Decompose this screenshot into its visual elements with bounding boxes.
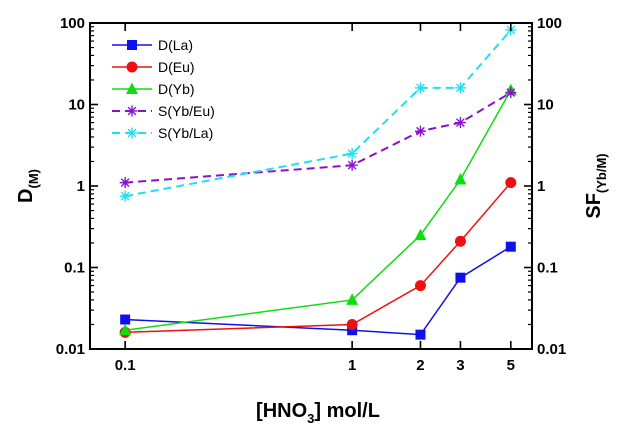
data-point — [414, 125, 426, 137]
data-point — [119, 177, 131, 189]
y-tick-label-right: 0.01 — [537, 341, 566, 358]
data-point — [505, 177, 517, 189]
data-point — [414, 228, 427, 241]
data-point — [347, 325, 358, 336]
data-point — [505, 241, 516, 252]
data-point — [505, 87, 517, 99]
legend-item: S(Yb/Eu) — [112, 103, 215, 119]
legend-label: S(Yb/La) — [158, 125, 213, 141]
y-tick-label-left: 0.01 — [56, 341, 85, 358]
legend-marker — [126, 127, 138, 139]
y-tick-label-left: 1 — [77, 178, 85, 195]
data-point — [120, 314, 131, 325]
series-line — [125, 182, 512, 334]
x-tick-label: 1 — [348, 357, 356, 374]
data-point — [346, 148, 358, 160]
legend-marker — [126, 61, 138, 73]
legend-label: D(La) — [158, 37, 193, 53]
legend-marker — [126, 105, 138, 117]
legend-item: D(La) — [112, 37, 193, 53]
legend-marker — [127, 40, 137, 50]
y-tick-label-left: 100 — [60, 15, 85, 32]
legend-marker — [126, 82, 138, 94]
x-tick-label: 5 — [507, 357, 515, 374]
series-line — [125, 246, 512, 336]
data-point — [415, 329, 426, 340]
legend-item: S(Yb/La) — [112, 125, 213, 141]
y-tick-label-left: 10 — [68, 97, 85, 114]
y-axis-left-title: D(M) — [15, 169, 41, 203]
data-point — [414, 82, 426, 94]
data-point — [119, 190, 131, 202]
series-d-yb — [119, 83, 517, 336]
y-tick-label-right: 0.1 — [537, 260, 558, 277]
y-tick-label-right: 100 — [537, 15, 562, 32]
plot-frame — [89, 22, 533, 350]
series-s-yb-la — [119, 24, 517, 202]
data-point — [454, 82, 466, 94]
y-tick-label-left: 0.1 — [64, 260, 85, 277]
legend-item: D(Yb) — [112, 81, 195, 97]
data-point — [414, 280, 426, 292]
data-point — [454, 235, 466, 247]
series-s-yb-eu — [119, 87, 517, 189]
data-point — [119, 323, 132, 336]
data-point — [346, 159, 358, 171]
x-axis-title: [HNO3] mol/L — [256, 400, 380, 424]
data-point — [455, 272, 466, 283]
data-point — [454, 117, 466, 129]
y-tick-label-right: 1 — [537, 178, 545, 195]
legend-label: D(Yb) — [158, 81, 195, 97]
y-tick-label-right: 10 — [537, 97, 554, 114]
data-point — [346, 293, 359, 305]
legend-label: D(Eu) — [158, 59, 195, 75]
data-point — [346, 318, 358, 330]
legend-item: D(Eu) — [112, 59, 195, 75]
series-d-eu — [119, 177, 517, 338]
x-tick-label: 3 — [456, 357, 464, 374]
y-axis-right-title: SF(Yb/M) — [583, 153, 609, 218]
legend-label: S(Yb/Eu) — [158, 103, 215, 119]
data-point — [454, 173, 467, 185]
x-tick-label: 0.1 — [115, 357, 136, 374]
x-tick-label: 2 — [416, 357, 424, 374]
